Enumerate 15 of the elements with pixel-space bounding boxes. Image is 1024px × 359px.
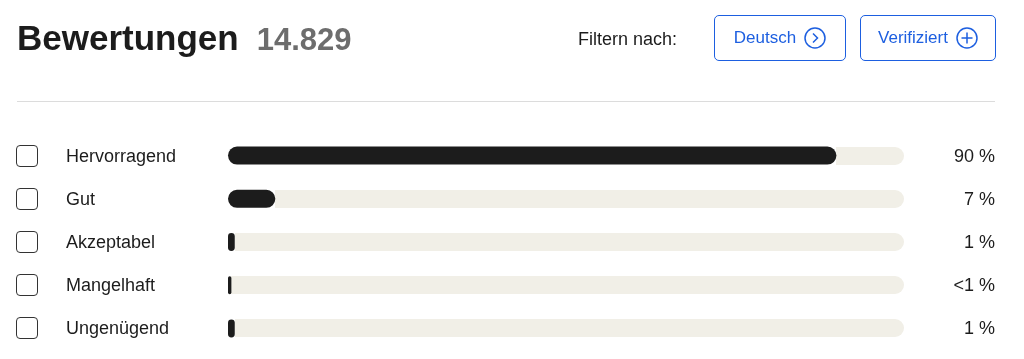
chart-title: Bewertungen	[17, 18, 239, 57]
text: Filtern nach:	[578, 29, 678, 50]
y-tick-label: Mangelhaft	[66, 275, 156, 296]
data-label: 1 %	[963, 232, 995, 252]
y-tick-label: Akzeptabel	[66, 232, 156, 252]
data-label: 7 %	[963, 188, 995, 209]
text: Deutsch	[733, 28, 797, 48]
y-tick-label: Gut	[66, 188, 96, 209]
text: Verifiziert	[878, 28, 948, 48]
data-label: <1 %	[953, 275, 995, 296]
chart-subtitle: 14.829	[256, 22, 352, 57]
y-tick-label: Hervorragend	[66, 145, 177, 166]
data-label: 90 %	[953, 145, 995, 166]
y-tick-label: Ungenügend	[66, 318, 170, 339]
data-label: 1 %	[963, 318, 995, 339]
